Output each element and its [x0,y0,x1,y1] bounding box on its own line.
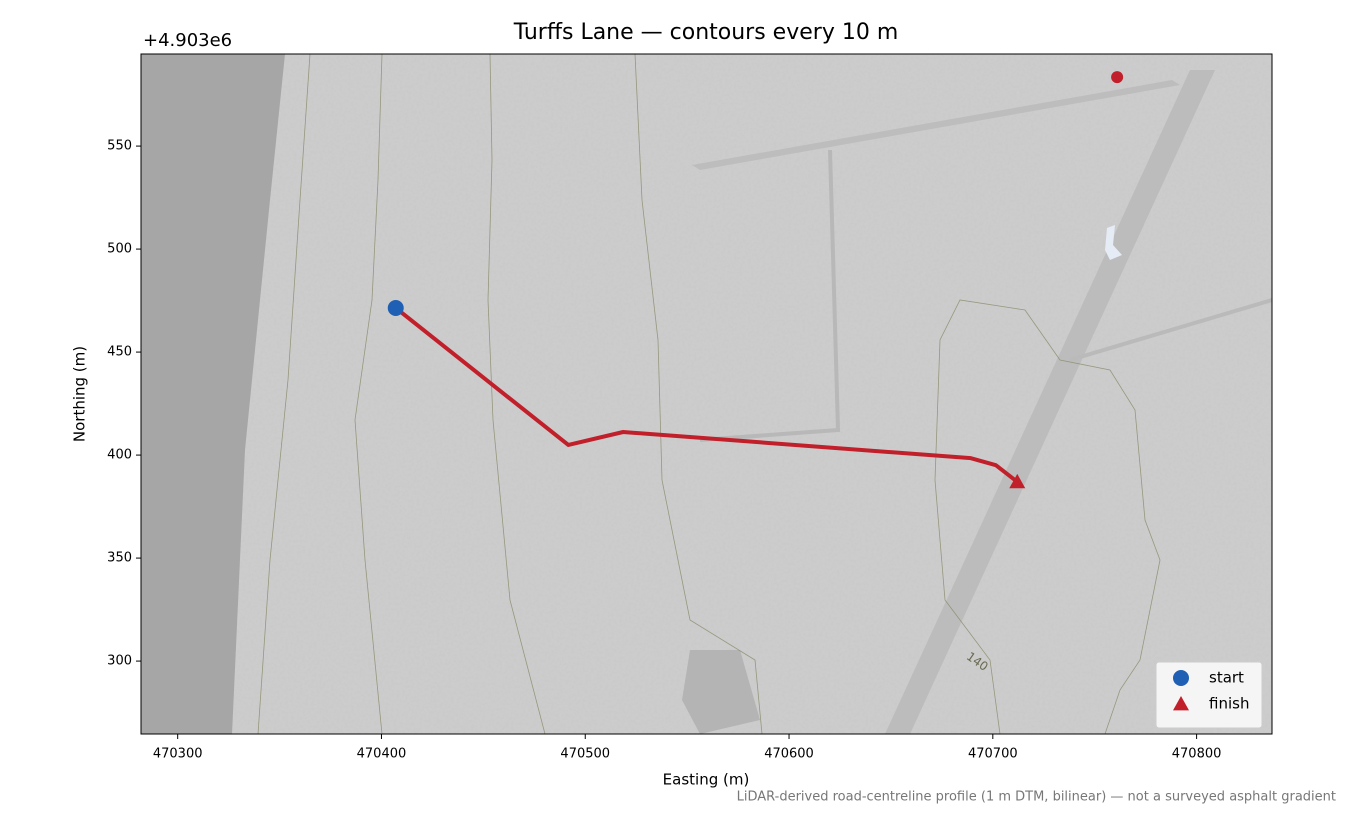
hillshade [141,54,1272,734]
y-tick-label: 300 [107,654,132,669]
x-tick-label: 470700 [968,747,1018,762]
point-marker [1111,71,1124,84]
x-tick-label: 470600 [764,747,814,762]
y-tick-label: 500 [107,242,132,257]
point-marker [387,299,404,316]
contours [257,54,1161,734]
legend-marker [1173,696,1189,711]
legend-label: finish [1209,695,1249,713]
chart-title: Turffs Lane — contours every 10 m [513,20,899,45]
route-line [394,306,1019,484]
footnote: LiDAR-derived road-centreline profile (1… [737,790,1336,805]
y-tick-label: 350 [107,551,132,566]
x-tick-label: 470400 [357,747,407,762]
x-axis-label: Easting (m) [663,771,750,789]
y-tick-label: 550 [107,139,132,154]
x-tick-label: 470300 [153,747,203,762]
x-tick-label: 470800 [1172,747,1222,762]
plot-frame [140,53,1273,735]
legend-marker [1173,670,1189,686]
x-tick-label: 470500 [560,747,610,762]
legend-label: start [1209,669,1244,687]
y-axis-label: Northing (m) [71,346,89,442]
finish-marker [1009,473,1026,489]
y-tick-label: 450 [107,345,132,360]
y-tick-label: 400 [107,448,132,463]
y-offset-label: +4.903e6 [143,30,232,51]
